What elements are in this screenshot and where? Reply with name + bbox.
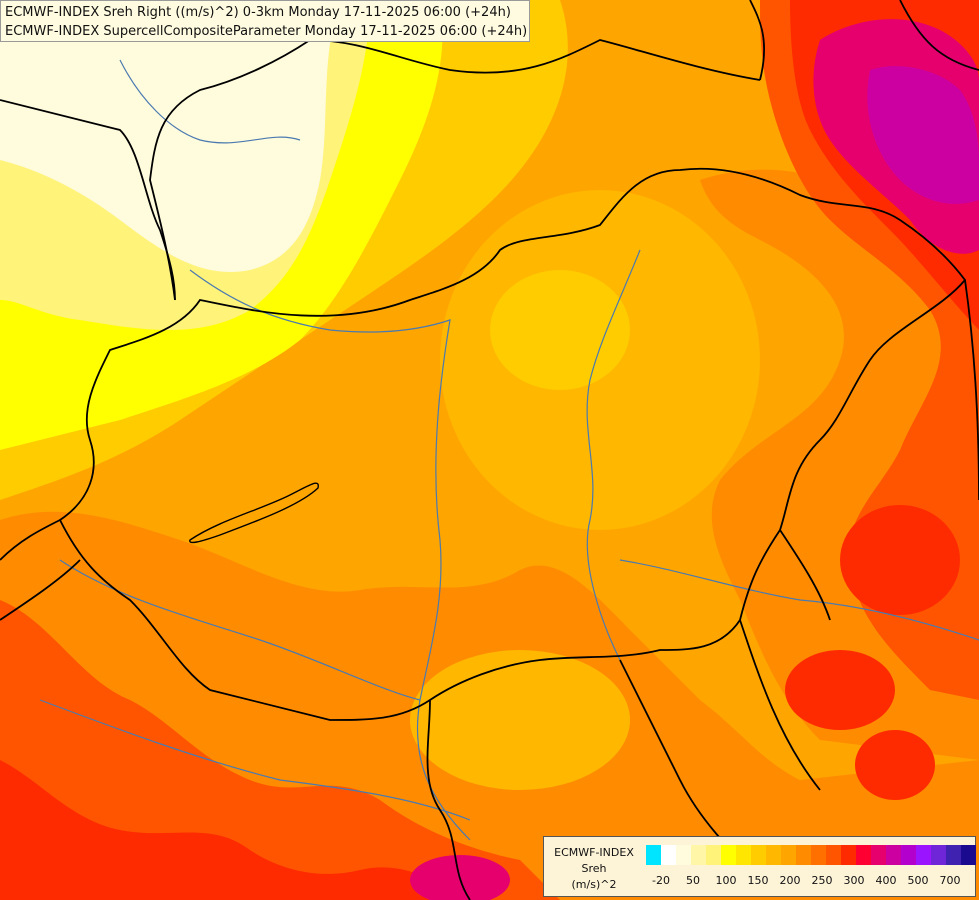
legend-swatch xyxy=(661,845,676,865)
legend-tick-label: 200 xyxy=(779,874,801,887)
river-north xyxy=(119,59,301,144)
legend-tick-label: 400 xyxy=(875,874,897,887)
legend-swatch xyxy=(646,845,661,865)
legend-swatch xyxy=(826,845,841,865)
legend-swatch xyxy=(766,845,781,865)
legend-swatch xyxy=(736,845,751,865)
field-amber-sw xyxy=(410,650,630,790)
river-sava xyxy=(39,699,471,821)
legend-tick-label: 50 xyxy=(686,874,700,887)
legend-swatch xyxy=(781,845,796,865)
field-red-blob-se2 xyxy=(840,505,960,615)
river-danube xyxy=(189,269,471,841)
legend-swatch xyxy=(691,845,706,865)
legend-swatch xyxy=(751,845,766,865)
legend-tick-label: 700 xyxy=(939,874,961,887)
legend-swatch xyxy=(931,845,946,865)
field-pale-nw xyxy=(0,0,340,272)
field-red-blob-se1 xyxy=(785,650,895,730)
border-slovenia xyxy=(0,519,81,621)
legend-swatch xyxy=(901,845,916,865)
map-title-line-2: ECMWF-INDEX SupercellCompositeParameter … xyxy=(5,24,528,39)
legend-swatch xyxy=(811,845,826,865)
legend-tick-label: 500 xyxy=(907,874,929,887)
legend-model: ECMWF-INDEX xyxy=(554,846,634,859)
legend-swatch xyxy=(676,845,691,865)
legend-swatch xyxy=(796,845,811,865)
border-hungary xyxy=(58,167,967,721)
river-mures xyxy=(619,559,979,641)
lake-balaton xyxy=(189,482,319,544)
legend-swatch xyxy=(856,845,871,865)
border-ukraine xyxy=(749,0,979,81)
legend-swatch xyxy=(721,845,736,865)
map-title-line-1: ECMWF-INDEX Sreh Right ((m/s)^2) 0-3km M… xyxy=(5,5,511,20)
color-legend: ECMWF-INDEX Sreh (m/s)^2 -20 50 100 150 200 2… xyxy=(543,836,976,897)
legend-tick-label: 300 xyxy=(843,874,865,887)
legend-swatch xyxy=(841,845,856,865)
legend-unit: (m/s)^2 xyxy=(571,878,617,891)
legend-param: Sreh xyxy=(581,862,607,875)
field-gold-center xyxy=(490,270,630,390)
field-red-orange-south xyxy=(0,600,560,900)
field-magenta-ne xyxy=(867,66,979,204)
border-austria xyxy=(0,99,176,301)
field-red-south xyxy=(0,760,460,900)
map-title-box: ECMWF-INDEX Sreh Right ((m/s)^2) 0-3km M… xyxy=(0,0,530,42)
river-tisza xyxy=(586,249,641,661)
legend-swatch xyxy=(946,845,961,865)
legend-tick-label: 150 xyxy=(747,874,769,887)
legend-swatch xyxy=(961,845,976,865)
legend-tick-label: 100 xyxy=(715,874,737,887)
legend-swatch xyxy=(886,845,901,865)
legend-swatch xyxy=(706,845,721,865)
legend-tick-label: -20 xyxy=(652,874,670,887)
legend-meta: ECMWF-INDEX Sreh (m/s)^2 xyxy=(544,837,644,896)
legend-tick-label: 250 xyxy=(811,874,833,887)
field-red-blob-se3 xyxy=(855,730,935,800)
legend-swatch xyxy=(871,845,886,865)
legend-swatch xyxy=(916,845,931,865)
